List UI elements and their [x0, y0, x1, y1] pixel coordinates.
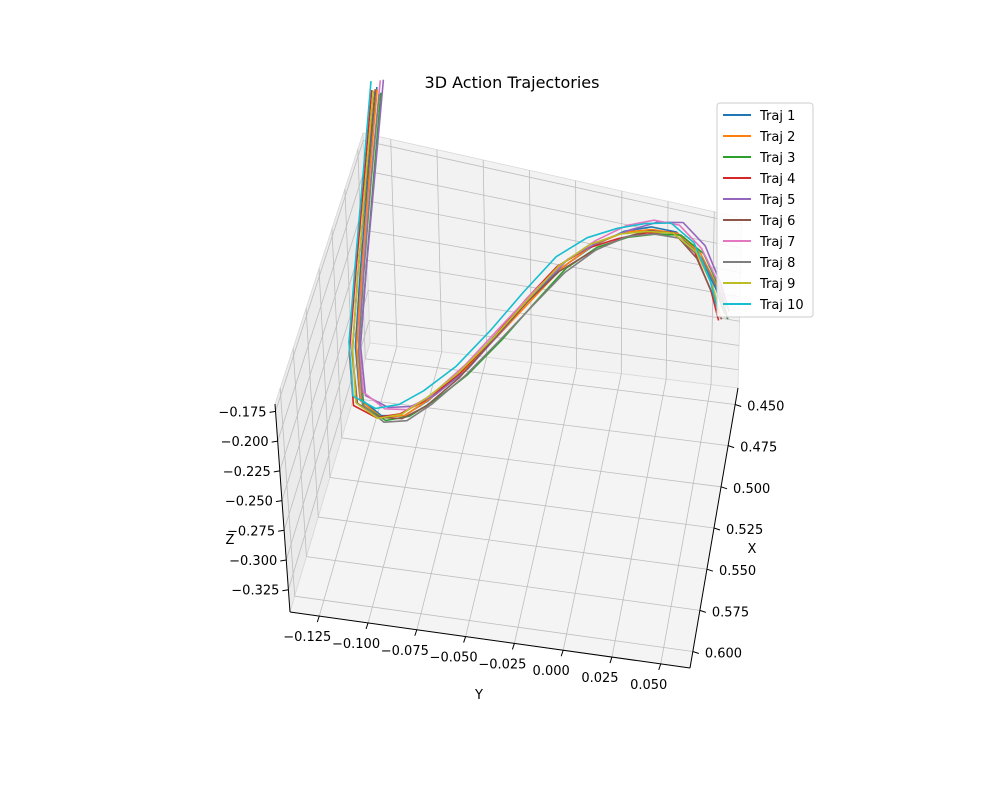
legend-label: Traj 1	[759, 109, 795, 124]
x-tick-label: 0.450	[747, 399, 784, 414]
x-axis-label: X	[748, 542, 757, 557]
legend-label: Traj 9	[759, 277, 795, 292]
tick-mark	[699, 609, 707, 613]
series-line-10	[348, 81, 719, 410]
tick-mark	[316, 615, 320, 623]
z-tick-label: −0.225	[223, 465, 271, 480]
tick-mark	[609, 656, 613, 664]
tick-mark	[365, 622, 369, 630]
tick-mark	[271, 440, 278, 443]
tick-mark	[463, 636, 467, 643]
legend-label: Traj 10	[759, 298, 804, 313]
grid-line	[292, 348, 307, 557]
tick-mark	[658, 663, 662, 671]
tick-mark	[511, 643, 515, 650]
grid-line	[329, 477, 715, 529]
grid-line	[363, 140, 742, 225]
axis-line	[289, 611, 691, 669]
legend-label: Traj 7	[759, 235, 795, 250]
series-lines	[348, 79, 730, 424]
legend-label: Traj 4	[759, 172, 795, 187]
grid-line	[341, 437, 722, 488]
grid-line	[277, 170, 365, 442]
z-tick-label: −0.250	[225, 495, 273, 510]
legend-label: Traj 2	[759, 130, 795, 145]
z-tick-label: −0.200	[221, 435, 269, 450]
tick-mark	[692, 651, 699, 655]
legend-label: Traj 8	[759, 256, 795, 271]
grid-line	[366, 230, 741, 298]
z-tick-label: −0.175	[218, 405, 266, 420]
x-tick-label: 0.550	[719, 564, 756, 579]
y-tick-label: 0.050	[630, 678, 667, 693]
z-axis-label: Z	[226, 533, 235, 548]
grid-line	[331, 228, 343, 438]
x-tick-label: 0.525	[726, 523, 763, 538]
axes-pane	[289, 342, 739, 669]
x-tick-label: 0.475	[740, 441, 777, 456]
grid-line	[369, 320, 739, 371]
x-tick-label: 0.500	[733, 482, 770, 497]
grid-line	[365, 200, 741, 274]
y-tick-label: 0.025	[581, 671, 618, 686]
legend-label: Traj 3	[759, 151, 795, 166]
grid-line	[288, 320, 370, 590]
grid-line	[368, 290, 740, 346]
grid-line	[620, 191, 623, 374]
legend: Traj 1 Traj 2 Traj 3 Traj 4 Traj 5 Traj 6 Traj…	[716, 102, 814, 318]
grid-line	[318, 516, 707, 570]
x-tick-label: 0.600	[705, 647, 742, 662]
tick-mark	[560, 650, 564, 657]
grid-line	[281, 230, 367, 501]
tick-mark	[278, 529, 285, 532]
grid-line	[279, 388, 296, 597]
grid-line	[318, 268, 331, 478]
y-tick-label: −0.075	[381, 644, 429, 659]
grid-line	[294, 595, 693, 652]
y-tick-label: −0.125	[283, 630, 331, 645]
tick-mark	[414, 629, 418, 636]
tick-mark	[280, 559, 287, 562]
grid-line	[306, 556, 700, 611]
grid-line	[275, 140, 364, 412]
grid-line	[528, 170, 532, 363]
series-line-9	[351, 90, 722, 420]
legend-label: Traj 6	[759, 214, 795, 229]
z-tick-label: −0.275	[227, 524, 275, 539]
axis-line	[274, 403, 291, 613]
tick-mark	[713, 527, 721, 531]
y-tick-label: −0.025	[478, 657, 526, 672]
grid-line	[575, 180, 577, 369]
grid-line	[482, 159, 488, 358]
tick-mark	[273, 470, 280, 473]
grid-line	[365, 358, 736, 405]
grid-line	[285, 290, 369, 561]
tick-mark	[282, 589, 289, 592]
z-tick-label: −0.300	[229, 554, 277, 569]
grid-line	[344, 188, 354, 399]
grid-line	[279, 200, 366, 471]
tick-mark	[735, 403, 742, 407]
x-tick-label: 0.575	[712, 605, 749, 620]
tick-mark	[275, 500, 283, 503]
legend-label: Traj 5	[759, 193, 795, 208]
tick-mark	[720, 486, 728, 490]
y-tick-label: −0.100	[332, 637, 380, 652]
z-tick-label: −0.325	[231, 584, 279, 599]
tick-labels: −0.125 −0.100 −0.075 −0.050 −0.025 0.000 0.025…	[218, 399, 784, 692]
chart-title: 3D Action Trajectories	[425, 73, 600, 92]
tick-mark	[269, 410, 276, 413]
grid-line	[367, 260, 740, 322]
grid-line	[305, 308, 319, 518]
y-axis-label: Y	[474, 688, 483, 703]
tick-mark	[706, 568, 714, 572]
y-tick-label: 0.000	[533, 664, 570, 679]
tick-mark	[727, 445, 735, 449]
grid-line	[390, 139, 398, 347]
grid-line	[436, 149, 443, 352]
y-tick-label: −0.050	[430, 651, 478, 666]
